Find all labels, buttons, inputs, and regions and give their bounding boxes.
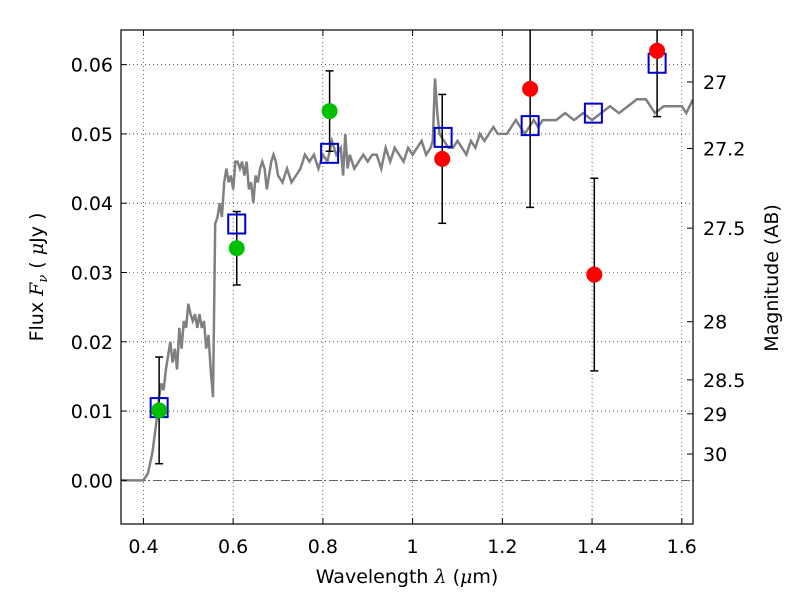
red-point xyxy=(434,150,451,167)
model-square xyxy=(520,115,540,137)
y-axis-label: Flux Fν ( μJy ) xyxy=(26,213,51,342)
right-tick-label: 28 xyxy=(703,312,727,334)
plot-background xyxy=(121,30,693,524)
y-tick-label: 0.03 xyxy=(71,262,113,284)
right-tick-label: 30 xyxy=(703,444,727,466)
y-tick-label: 0.02 xyxy=(71,332,113,354)
plot-frame xyxy=(120,29,694,525)
x-tick-label: 1.2 xyxy=(487,536,517,558)
x-tick-label: 0.8 xyxy=(308,536,338,558)
y-tick-label: 0.06 xyxy=(71,55,113,77)
x-tick-label: 1.6 xyxy=(667,536,697,558)
y-tick-label: 0.00 xyxy=(71,470,113,492)
right-tick-label: 29 xyxy=(703,404,727,426)
x-tick-label: 0.4 xyxy=(128,536,158,558)
x-tick-label: 0.6 xyxy=(218,536,248,558)
y-tick-label: 0.01 xyxy=(71,401,113,423)
right-axis-ticks: 27 27.2 27.5 28 28.5 29 30 xyxy=(687,72,745,466)
y-tick-label: 0.04 xyxy=(71,193,113,215)
right-axis-label: Magnitude (AB) xyxy=(761,204,783,352)
red-point xyxy=(522,80,539,97)
green-point xyxy=(151,402,168,419)
model-square xyxy=(433,126,453,148)
x-tick-label: 1.4 xyxy=(577,536,607,558)
plot-content xyxy=(121,30,693,482)
green-point xyxy=(321,103,338,120)
right-tick-label: 27 xyxy=(703,72,727,94)
red-point xyxy=(649,42,666,59)
green-point xyxy=(228,240,245,257)
y-axis-ticks: 0.00 0.01 0.02 0.03 0.04 0.05 0.06 xyxy=(71,55,127,492)
right-tick-label: 27.2 xyxy=(703,138,745,160)
model-square xyxy=(227,213,247,235)
model-square xyxy=(583,102,603,124)
right-tick-label: 27.5 xyxy=(703,218,745,240)
red-point xyxy=(586,266,603,283)
x-tick-label: 1 xyxy=(407,536,419,558)
right-tick-label: 28.5 xyxy=(703,370,745,392)
x-axis-ticks: 0.4 0.6 0.8 1 1.2 1.4 1.6 xyxy=(128,30,697,558)
y-tick-label: 0.05 xyxy=(71,124,113,146)
x-axis-label: Wavelength λ (μm) xyxy=(316,566,499,588)
observed-points xyxy=(151,42,666,419)
model-square xyxy=(320,142,340,164)
